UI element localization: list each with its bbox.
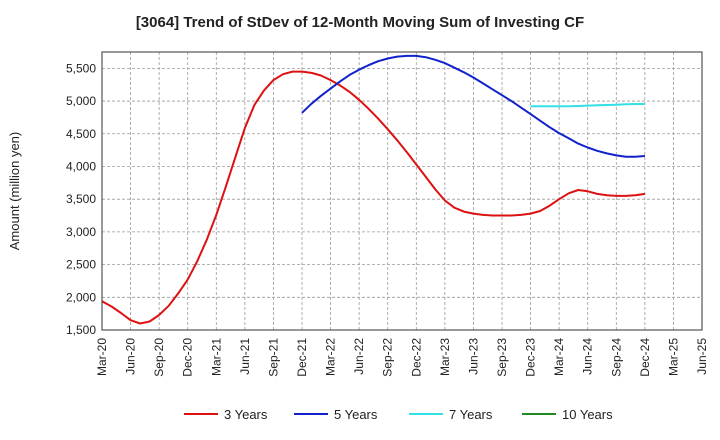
- legend-label: 3 Years: [224, 407, 268, 422]
- x-tick-label: Dec-24: [638, 338, 652, 377]
- legend-label: 5 Years: [334, 407, 378, 422]
- x-tick-label: Sep-24: [609, 338, 623, 377]
- x-tick-label: Sep-22: [381, 338, 395, 377]
- y-axis-label: Amount (million yen): [7, 132, 22, 251]
- series-line-7-years: [530, 103, 645, 108]
- legend: 3 Years 5 Years 7 Years 10 Years: [184, 407, 613, 422]
- x-tick-label: Dec-22: [409, 338, 423, 377]
- x-tick-label: Jun-24: [581, 338, 595, 375]
- x-tick-label: Mar-23: [438, 338, 452, 376]
- x-tick-label: Mar-21: [209, 338, 223, 376]
- x-tick-label: Jun-22: [352, 338, 366, 375]
- x-tick-label: Sep-23: [495, 338, 509, 377]
- y-tick-label: 3,000: [66, 225, 96, 239]
- x-tick-label: Jun-20: [124, 338, 138, 375]
- x-tick-label: Jun-25: [695, 338, 709, 375]
- y-tick-label: 4,500: [66, 127, 96, 141]
- x-tick-label: Dec-23: [524, 338, 538, 377]
- y-tick-labels: 1,500 2,000 2,500 3,000 3,500 4,000 4,500 5,000…: [66, 61, 96, 337]
- y-tick-label: 5,000: [66, 94, 96, 108]
- plot-frame: [101, 51, 703, 331]
- series-layer: [101, 54, 646, 325]
- legend-label: 7 Years: [449, 407, 493, 422]
- legend-label: 10 Years: [562, 407, 613, 422]
- y-tick-label: 4,000: [66, 159, 96, 173]
- y-tick-label: 3,500: [66, 192, 96, 206]
- series-line-5-years: [301, 54, 645, 158]
- x-tick-label: Mar-22: [324, 338, 338, 376]
- y-tick-label: 5,500: [66, 61, 96, 75]
- x-tick-label: Mar-20: [95, 338, 109, 376]
- y-tick-label: 1,500: [66, 323, 96, 337]
- x-tick-label: Sep-21: [266, 338, 280, 377]
- plot-background: [102, 52, 702, 330]
- x-tick-label: Jun-23: [466, 338, 480, 375]
- x-tick-label: Sep-20: [152, 338, 166, 377]
- chart-title: [3064] Trend of StDev of 12-Month Moving…: [135, 14, 585, 31]
- x-tick-label: Dec-21: [295, 338, 309, 377]
- x-tick-label: Dec-20: [181, 338, 195, 377]
- y-tick-label: 2,500: [66, 258, 96, 272]
- x-tick-labels: Mar-20 Jun-20 Sep-20 Dec-20 Mar-21 Jun-21 Sep-…: [95, 338, 709, 377]
- y-tick-label: 2,000: [66, 290, 96, 304]
- x-tick-label: Mar-25: [666, 338, 680, 376]
- series-line-3-years: [101, 70, 646, 325]
- x-tick-label: Mar-24: [552, 338, 566, 376]
- x-tick-label: Jun-21: [238, 338, 252, 375]
